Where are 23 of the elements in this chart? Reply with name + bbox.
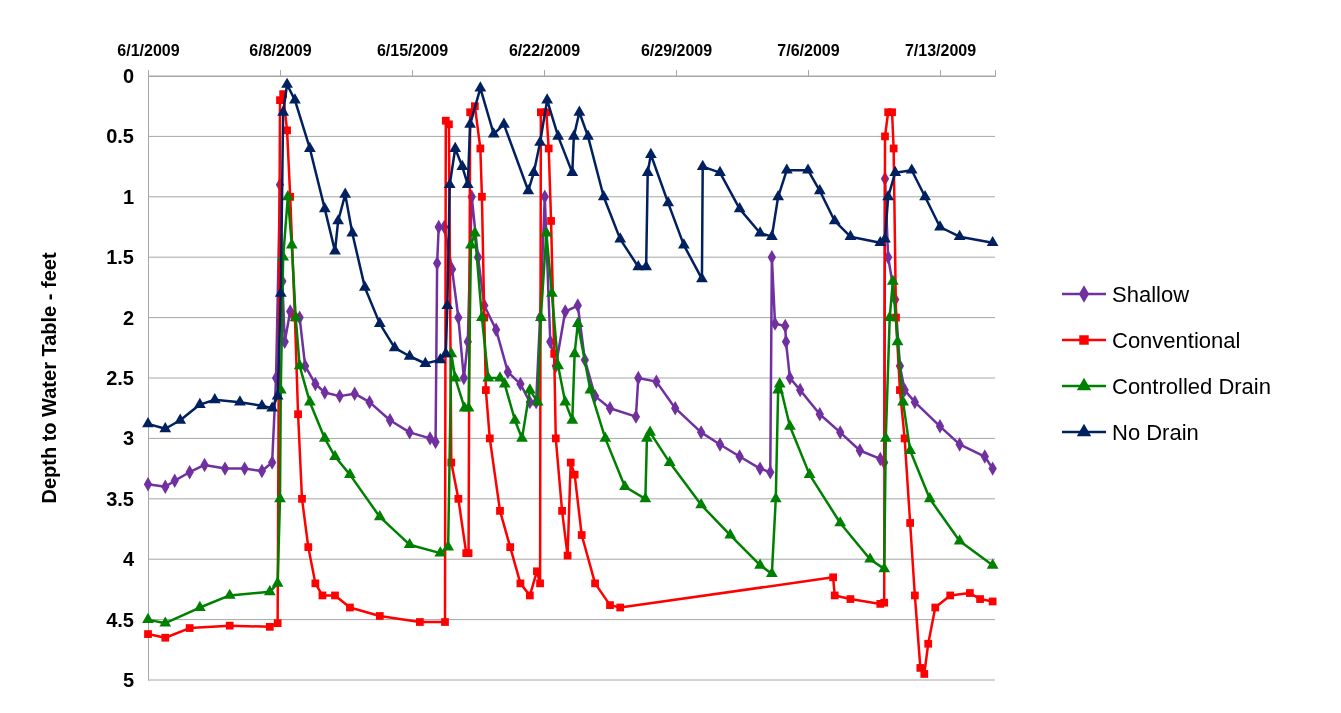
y-tick-label: 0 (122, 64, 134, 87)
x-tick-label: 7/6/2009 (777, 42, 840, 59)
y-tick-label: 3 (122, 427, 134, 450)
x-tick-label: 6/8/2009 (249, 42, 312, 59)
y-tick-label: 4 (122, 548, 135, 571)
x-tick-label: 6/29/2009 (640, 42, 713, 59)
y-tick-label: 1 (122, 185, 134, 208)
x-tick-label: 6/15/2009 (376, 42, 449, 59)
y-tick-label: 0.5 (106, 125, 134, 148)
y-tick-label: 2 (122, 306, 134, 329)
legend-label: No Drain (1112, 419, 1199, 445)
y-axis-title: Depth to Water Table - feet (38, 252, 60, 504)
y-tick-label: 4.5 (106, 608, 134, 631)
legend-label: Controlled Drain (1112, 373, 1271, 399)
x-tick-label: 7/13/2009 (904, 42, 977, 59)
x-tick-label: 6/1/2009 (117, 42, 180, 59)
legend-label: Conventional (1112, 327, 1241, 353)
y-tick-label: 3.5 (106, 487, 134, 510)
y-tick-label: 5 (122, 668, 134, 691)
x-tick-label: 6/22/2009 (508, 42, 581, 59)
y-tick-label: 1.5 (106, 246, 134, 269)
legend-label: Shallow (1112, 281, 1190, 307)
y-tick-label: 2.5 (106, 366, 134, 389)
